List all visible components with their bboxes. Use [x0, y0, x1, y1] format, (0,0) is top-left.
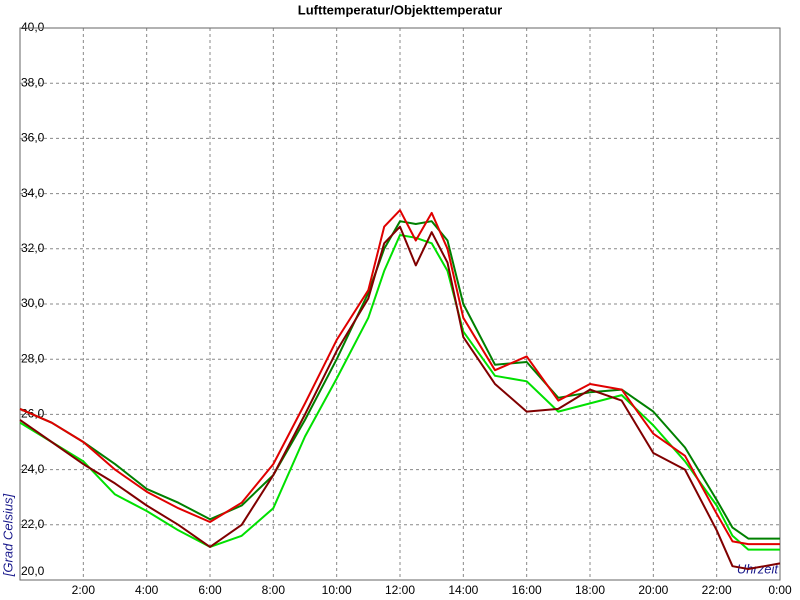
x-tick-label: 10:00 — [322, 583, 352, 597]
x-tick-label: 8:00 — [262, 583, 286, 597]
series-line — [19, 220, 780, 540]
x-tick-label: 0:00 — [768, 583, 792, 597]
y-tick-label: 20,0 — [21, 564, 45, 578]
y-tick-label: 30,0 — [21, 296, 45, 310]
x-tick-label: 6:00 — [198, 583, 222, 597]
x-tick-label: 20:00 — [638, 583, 668, 597]
x-tick-label: 4:00 — [135, 583, 159, 597]
y-tick-label: 40,0 — [21, 20, 45, 34]
y-tick-label: 24,0 — [21, 462, 45, 476]
y-tick-label: 32,0 — [21, 241, 45, 255]
series-line — [19, 234, 780, 551]
x-tick-label: 22:00 — [702, 583, 732, 597]
y-tick-label: 28,0 — [21, 351, 45, 365]
y-tick-label: 34,0 — [21, 186, 45, 200]
y-tick-label: 22,0 — [21, 517, 45, 531]
plot-border — [19, 27, 781, 581]
x-tick-label: 16:00 — [512, 583, 542, 597]
x-tick-label: 12:00 — [385, 583, 415, 597]
x-tick-label: 18:00 — [575, 583, 605, 597]
chart-title: Lufttemperatur/Objekttemperatur — [298, 2, 502, 17]
y-tick-label: 36,0 — [21, 131, 45, 145]
y-tick-label: 38,0 — [21, 75, 45, 89]
x-tick-label: 2:00 — [72, 583, 96, 597]
y-axis-title: [Grad Celsius] — [0, 493, 15, 577]
x-tick-label: 14:00 — [448, 583, 478, 597]
series-line — [19, 209, 780, 546]
series-line — [19, 225, 781, 570]
